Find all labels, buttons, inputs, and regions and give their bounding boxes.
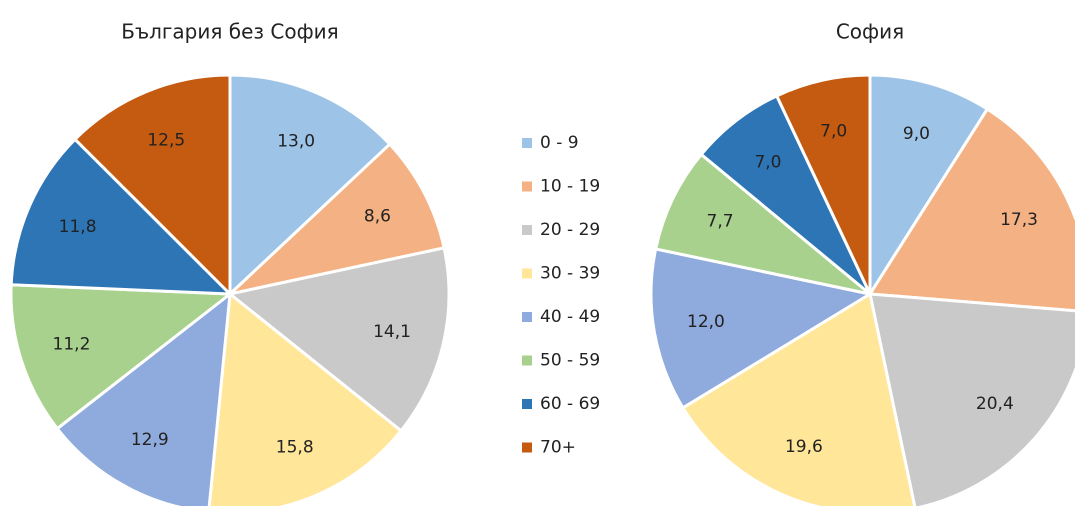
pie-slice (228, 73, 392, 298)
pie-slice (868, 73, 990, 300)
legend-swatch (522, 399, 532, 409)
pie-slice (225, 142, 446, 297)
pie-slice (867, 107, 1075, 313)
data-label: 20,4 (976, 394, 1014, 414)
legend-swatch (522, 225, 532, 235)
data-label: 19,6 (785, 437, 823, 457)
pie-slice (207, 291, 404, 506)
legend-label: 0 - 9 (540, 133, 579, 153)
legend-swatch (522, 181, 532, 192)
data-label: 11,8 (59, 217, 97, 237)
pie-slice (9, 137, 234, 296)
chart-title: София (836, 20, 904, 44)
legend-swatch (522, 138, 532, 148)
legend-swatch (522, 312, 532, 322)
data-label: 7,0 (754, 152, 781, 172)
legend-label: 40 - 49 (540, 307, 600, 327)
data-label: 11,2 (53, 335, 91, 355)
data-label: 12,9 (131, 430, 169, 450)
pie-slice (653, 152, 871, 296)
data-label: 13,0 (277, 131, 315, 151)
data-label: 14,1 (373, 322, 411, 342)
pie-slice (868, 292, 1075, 506)
legend-swatch (522, 442, 532, 453)
legend-swatch (522, 355, 532, 366)
legend-label: 20 - 29 (540, 220, 600, 240)
legend-label: 30 - 39 (540, 264, 600, 284)
data-label: 7,7 (707, 212, 734, 232)
data-label: 9,0 (903, 124, 930, 144)
pie-slice (680, 291, 917, 506)
chart-title: България без София (121, 20, 338, 44)
data-label: 8,6 (364, 207, 391, 227)
pie-slice (9, 283, 235, 431)
legend-label: 70+ (540, 438, 576, 458)
legend-swatch (522, 268, 532, 279)
legend-label: 50 - 59 (540, 351, 600, 371)
pie-slice (649, 247, 875, 410)
legend-label: 10 - 19 (540, 177, 600, 197)
data-label: 12,0 (687, 312, 725, 332)
pie-slice (226, 246, 451, 433)
data-label: 17,3 (1000, 210, 1038, 230)
legend-label: 60 - 69 (540, 394, 600, 414)
data-label: 7,0 (820, 122, 847, 142)
data-label: 15,8 (276, 437, 314, 457)
pie-slice (774, 73, 872, 295)
pie-slice (72, 73, 232, 298)
data-label: 12,5 (147, 130, 185, 150)
pie-slice (55, 290, 232, 506)
